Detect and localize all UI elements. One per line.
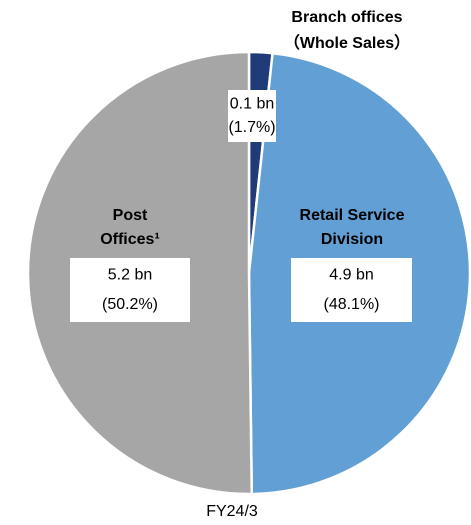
- value-label: (48.1%): [323, 296, 379, 313]
- label-box: [228, 90, 276, 142]
- label-box: [70, 258, 190, 322]
- label-box: [291, 258, 412, 322]
- amount-label: 5.2 bn: [108, 266, 152, 283]
- category-label: Post: [113, 207, 148, 224]
- category-label: （Whole Sales）: [284, 34, 410, 52]
- value-label: (1.7%): [228, 119, 275, 136]
- amount-label: 0.1 bn: [230, 95, 274, 112]
- value-label: (50.2%): [102, 296, 158, 313]
- category-label: Branch offices: [291, 9, 402, 26]
- category-label: Division: [321, 231, 383, 248]
- x-axis-label: FY24/3: [206, 503, 258, 520]
- category-label: Offices¹: [100, 231, 160, 248]
- amount-label: 4.9 bn: [329, 266, 373, 283]
- category-label: Retail Service: [300, 207, 405, 224]
